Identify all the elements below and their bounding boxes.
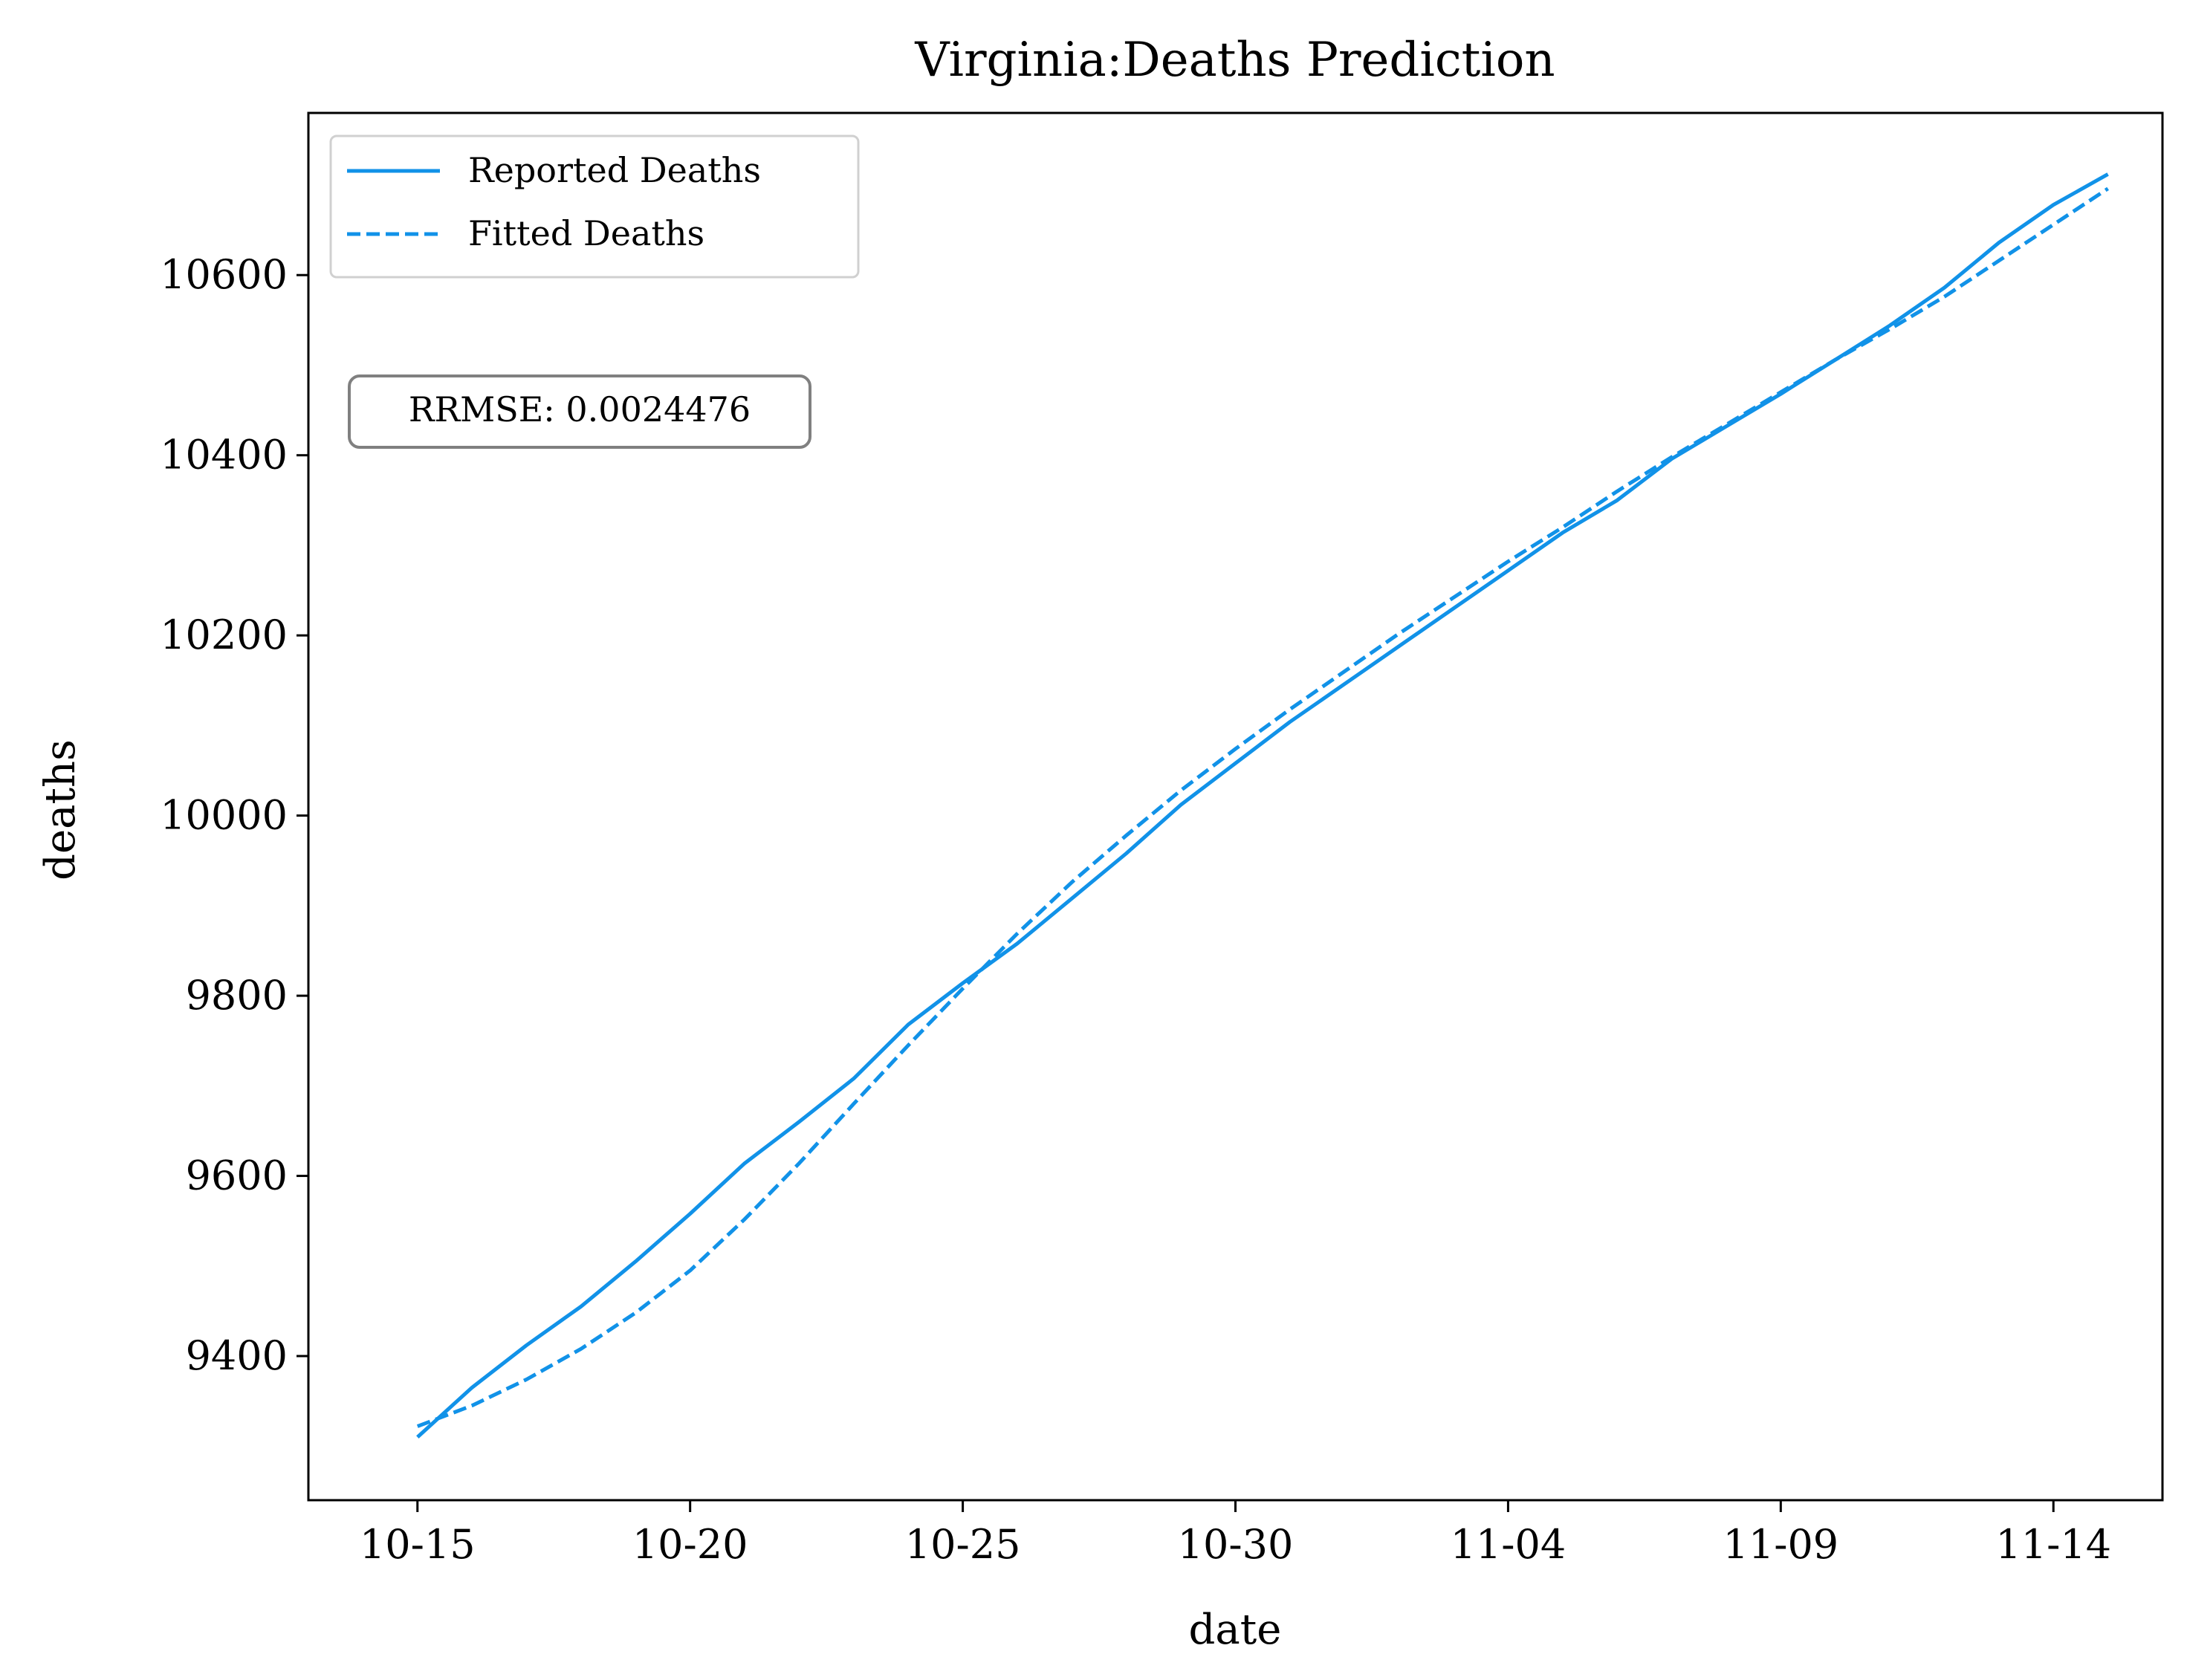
x-tick-label: 11-14 — [1995, 1521, 2111, 1568]
x-tick-label: 10-25 — [905, 1521, 1021, 1568]
rrmse-text: RRMSE: 0.0024476 — [409, 389, 751, 429]
series-layer — [416, 172, 2109, 1439]
y-axis: 9400 9600 9800 10000 10200 10400 10600 — [160, 251, 308, 1379]
y-tick-label: 10000 — [160, 792, 288, 839]
legend-label-fitted: Fitted Deaths — [468, 213, 704, 253]
legend-box — [329, 134, 860, 279]
y-tick-label: 9800 — [186, 972, 288, 1019]
legend-label-reported: Reported Deaths — [468, 150, 761, 190]
x-axis: 10-15 10-20 10-25 10-30 11-04 11-09 11-14 — [360, 1500, 2111, 1568]
y-tick-label: 9600 — [186, 1152, 288, 1199]
x-tick-label: 11-09 — [1723, 1521, 1838, 1568]
y-tick-label: 9400 — [186, 1332, 288, 1379]
y-tick-label: 10200 — [160, 612, 288, 658]
x-tick-label: 11-04 — [1451, 1521, 1566, 1568]
x-tick-label: 10-20 — [632, 1521, 748, 1568]
reported-deaths-line — [416, 172, 2109, 1439]
fitted-deaths-line — [416, 187, 2109, 1428]
y-tick-label: 10400 — [160, 432, 288, 479]
rrmse-annotation: RRMSE: 0.0024476 — [348, 374, 811, 449]
x-tick-label: 10-15 — [360, 1521, 476, 1568]
x-axis-label: date — [1189, 1606, 1282, 1654]
chart-title: Virginia:Deaths Prediction — [914, 33, 1555, 88]
x-tick-label: 10-30 — [1178, 1521, 1294, 1568]
rrmse-box — [348, 374, 811, 449]
y-tick-label: 10600 — [160, 251, 288, 298]
legend: Reported Deaths Fitted Deaths — [329, 134, 860, 279]
y-axis-label: deaths — [36, 739, 85, 880]
